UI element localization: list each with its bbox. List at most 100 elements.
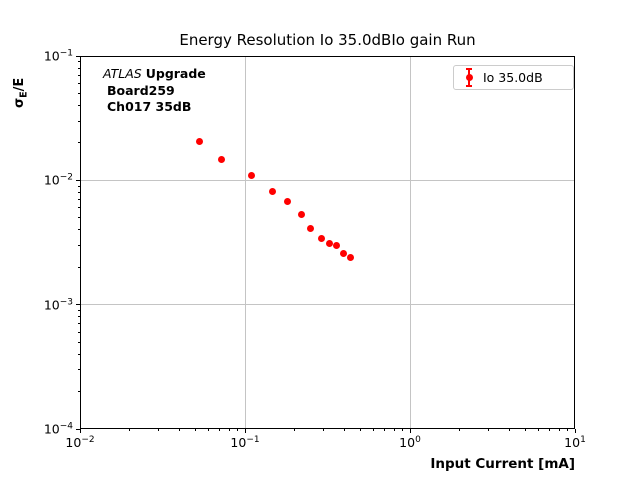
data-point (268, 188, 276, 196)
chart-title: Energy Resolution Io 35.0dBIo gain Run (179, 31, 476, 49)
y-tick-exponent: −2 (59, 172, 73, 183)
x-minor-tick (207, 429, 209, 431)
x-minor-tick (343, 429, 345, 431)
y-axis-label-rest: /E (12, 77, 27, 92)
x-tick-exponent: 1 (580, 435, 586, 445)
data-point (307, 224, 315, 232)
y-minor-tick (78, 67, 80, 69)
y-minor-tick (78, 331, 80, 333)
x-minor-tick (228, 429, 230, 431)
y-tick-exponent: −4 (59, 421, 73, 432)
y-minor-tick (78, 83, 80, 85)
x-minor-tick (359, 429, 361, 431)
x-minor-tick (537, 429, 539, 431)
y-minor-tick (78, 244, 80, 246)
data-point (283, 197, 291, 205)
x-tick (244, 429, 246, 433)
y-minor-tick (78, 92, 80, 94)
x-tick (409, 429, 411, 433)
y-tick (76, 55, 80, 57)
gridline-vertical (244, 56, 246, 429)
y-minor-tick (78, 229, 80, 231)
x-minor-tick (566, 429, 568, 431)
y-minor-tick (78, 217, 80, 219)
y-axis-label-symbol: σ (12, 97, 27, 108)
y-tick-label: 10−2 (43, 172, 73, 188)
y-minor-tick (78, 266, 80, 268)
gridline-vertical (409, 56, 411, 429)
x-minor-tick (459, 429, 461, 431)
data-point (346, 253, 354, 261)
annotation-line-2: Board259 (107, 82, 175, 98)
data-point (196, 137, 203, 145)
y-minor-tick (78, 74, 80, 76)
x-minor-tick (194, 429, 196, 431)
x-minor-tick (294, 429, 296, 431)
annotation-line-3: Ch017 35dB (107, 99, 192, 114)
y-minor-tick (78, 309, 80, 311)
x-tick-exponent: 0 (415, 435, 421, 445)
x-minor-tick (383, 429, 385, 431)
y-minor-tick (78, 120, 80, 122)
experiment-name: ATLAS (103, 66, 142, 81)
errorbar-dot (465, 74, 473, 81)
x-tick-exponent: −1 (246, 435, 260, 445)
x-tick (79, 429, 81, 433)
x-minor-tick (524, 429, 526, 431)
x-minor-tick (548, 429, 550, 431)
annotation-line-1: ATLAS Upgrade (103, 66, 206, 83)
data-point (247, 171, 255, 179)
x-minor-tick (393, 429, 395, 431)
y-minor-tick (78, 207, 80, 209)
x-minor-tick (508, 429, 510, 431)
y-minor-tick (78, 142, 80, 144)
x-minor-tick (558, 429, 560, 431)
gridline-horizontal (80, 304, 575, 306)
legend-label: Io 35.0dB (483, 70, 543, 85)
y-tick-label: 10−1 (43, 48, 73, 64)
x-tick-label: 10−2 (65, 435, 95, 451)
data-point (217, 156, 225, 164)
y-tick (76, 179, 80, 181)
y-minor-tick (78, 369, 80, 371)
y-tick-label: 10−3 (43, 297, 73, 313)
y-minor-tick (78, 199, 80, 201)
y-tick (76, 428, 80, 430)
x-tick-label: 10−1 (230, 435, 260, 451)
x-tick-exponent: −2 (81, 435, 95, 445)
x-axis-label: Input Current [mA] (430, 456, 575, 472)
data-point (317, 235, 325, 243)
data-point (339, 249, 347, 257)
x-tick-label: 101 (564, 435, 586, 451)
x-tick-label: 100 (399, 435, 421, 451)
y-tick-label: 10−4 (43, 421, 73, 437)
x-tick (574, 429, 576, 433)
x-minor-tick (401, 429, 403, 431)
y-axis-label: σE/E (12, 78, 30, 108)
y-minor-tick (78, 104, 80, 106)
x-minor-tick (488, 429, 490, 431)
y-minor-tick (78, 341, 80, 343)
data-point (333, 241, 341, 249)
experiment-phase: Upgrade (145, 66, 206, 81)
x-minor-tick (158, 429, 160, 431)
legend: Io 35.0dB (453, 65, 574, 90)
x-minor-tick (218, 429, 220, 431)
data-point (325, 240, 333, 248)
y-tick-exponent: −1 (59, 48, 73, 59)
gridline-horizontal (80, 179, 575, 181)
y-minor-tick (78, 316, 80, 318)
x-minor-tick (236, 429, 238, 431)
y-minor-tick (78, 391, 80, 393)
y-minor-tick (78, 323, 80, 325)
y-tick-exponent: −3 (59, 297, 73, 308)
y-tick (76, 304, 80, 306)
data-point (297, 211, 305, 219)
y-minor-tick (78, 185, 80, 187)
plot-area (80, 56, 575, 429)
annotation-block: ATLAS Upgrade Board259 Ch017 35dB (103, 66, 206, 116)
x-minor-tick (129, 429, 131, 431)
y-minor-tick (78, 191, 80, 193)
y-minor-tick (78, 61, 80, 63)
x-minor-tick (323, 429, 325, 431)
